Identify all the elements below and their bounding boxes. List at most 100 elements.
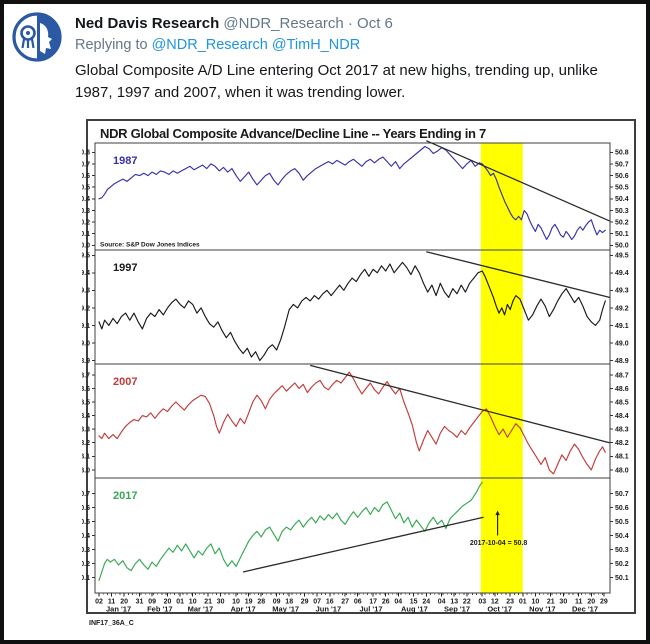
x-day-label: 11 bbox=[575, 599, 583, 606]
y-tick-label-left: 49.4 bbox=[82, 270, 90, 277]
tweet-header: Ned Davis Research @NDR_Research · Oct 6 bbox=[75, 15, 393, 32]
x-day-label: 22 bbox=[463, 599, 471, 606]
x-day-label: 19 bbox=[245, 599, 253, 606]
avatar-bear-shape bbox=[40, 23, 52, 54]
replying-to-line: Replying to @NDR_Research @TimH_NDR bbox=[75, 37, 360, 53]
y-tick-label-left: 50.0 bbox=[82, 243, 90, 250]
trendline-2017 bbox=[242, 516, 484, 573]
y-tick-label-right: 50.7 bbox=[615, 161, 629, 168]
highlight-band bbox=[480, 143, 523, 593]
reply-handle-1[interactable]: @NDR_Research bbox=[151, 37, 268, 53]
author-name[interactable]: Ned Davis Research bbox=[75, 15, 220, 32]
x-month-label: Dec '17 bbox=[572, 605, 598, 614]
y-tick-label-left: 50.5 bbox=[82, 519, 90, 526]
x-month-label: Oct '17 bbox=[487, 605, 512, 614]
x-month-label: Jun '17 bbox=[316, 605, 342, 614]
y-tick-label-left: 50.2 bbox=[82, 561, 90, 568]
series-line-2007 bbox=[98, 371, 606, 475]
ndr-avatar-icon[interactable] bbox=[12, 12, 62, 62]
y-tick-label-left: 48.6 bbox=[82, 386, 90, 393]
y-tick-label-left: 50.4 bbox=[82, 196, 90, 203]
x-month-label: Feb '17 bbox=[147, 605, 173, 614]
x-day-label: 09 bbox=[148, 599, 156, 606]
x-day-label: 29 bbox=[301, 599, 309, 606]
source-note: Source: S&P Dow Jones Indices bbox=[100, 242, 200, 249]
x-day-label: 23 bbox=[506, 599, 514, 606]
y-tick-label-right: 50.6 bbox=[615, 505, 629, 512]
x-day-label: 17 bbox=[369, 599, 377, 606]
panel-frame-1987 bbox=[94, 142, 611, 251]
y-tick-label-right: 50.0 bbox=[615, 243, 629, 250]
adline-chart-image[interactable]: NDR Global Composite Advance/Decline Lin… bbox=[82, 116, 638, 636]
y-tick-label-right: 50.8 bbox=[615, 150, 629, 157]
y-tick-label-left: 49.2 bbox=[82, 305, 90, 312]
chart-outer-frame bbox=[86, 119, 636, 614]
y-tick-label-left: 48.5 bbox=[82, 399, 90, 406]
y-tick-label-left: 48.9 bbox=[82, 358, 90, 365]
panel-year-label: 2017 bbox=[113, 490, 137, 502]
y-tick-label-left: 50.8 bbox=[82, 150, 90, 157]
y-tick-label-right: 48.6 bbox=[615, 386, 629, 393]
x-day-label: 20 bbox=[587, 599, 595, 606]
x-day-label: 30 bbox=[217, 599, 225, 606]
x-day-label: 10 bbox=[531, 599, 539, 606]
y-tick-label-right: 50.2 bbox=[615, 219, 629, 226]
y-tick-label-left: 48.4 bbox=[82, 413, 90, 420]
y-tick-label-left: 50.4 bbox=[82, 533, 90, 540]
x-day-label: 27 bbox=[341, 599, 349, 606]
y-tick-label-right: 50.6 bbox=[615, 173, 629, 180]
panel-2007: 48.0 48.0 48.1 48.1 48.2 48.2 48.3 48.3 48.4 48.4… bbox=[82, 363, 629, 479]
y-tick-label-left: 48.1 bbox=[82, 454, 90, 461]
x-month-label: Nov '17 bbox=[529, 605, 555, 614]
y-tick-label-left: 50.3 bbox=[82, 208, 90, 215]
y-tick-label-left: 48.2 bbox=[82, 440, 90, 447]
x-month-label: Apr '17 bbox=[230, 605, 255, 614]
y-tick-label-right: 48.9 bbox=[615, 358, 629, 365]
chart-footer-code: INF17_36A_C bbox=[89, 620, 134, 627]
panel-2017: 50.1 50.1 50.2 50.2 50.3 50.3 50.4 50.4 50.5 50.5… bbox=[82, 477, 629, 594]
author-handle[interactable]: @NDR_Research bbox=[223, 15, 344, 32]
panel-year-label: 2007 bbox=[113, 376, 137, 388]
x-day-label: 10 bbox=[189, 599, 197, 606]
y-tick-label-left: 50.7 bbox=[82, 491, 90, 498]
y-tick-label-right: 49.3 bbox=[615, 288, 629, 295]
x-day-label: 11 bbox=[108, 599, 116, 606]
panel-year-label: 1997 bbox=[113, 262, 137, 274]
y-tick-label-left: 50.3 bbox=[82, 547, 90, 554]
y-tick-label-right: 49.5 bbox=[615, 253, 629, 260]
tweet-date[interactable]: Oct 6 bbox=[357, 15, 393, 32]
x-month-label: Jan '17 bbox=[106, 605, 131, 614]
x-day-label: 03 bbox=[478, 599, 486, 606]
y-tick-label-right: 50.4 bbox=[615, 196, 629, 203]
trendline-1997 bbox=[426, 251, 610, 298]
y-tick-label-right: 50.1 bbox=[615, 231, 629, 238]
series-line-1997 bbox=[98, 261, 606, 362]
x-day-label: 12 bbox=[491, 599, 499, 606]
y-tick-label-left: 50.5 bbox=[82, 185, 90, 192]
x-day-label: 01 bbox=[519, 599, 527, 606]
y-tick-label-right: 50.3 bbox=[615, 208, 629, 215]
y-tick-label-right: 48.5 bbox=[615, 399, 629, 406]
x-day-label: 20 bbox=[120, 599, 128, 606]
panel-1997: 48.9 48.9 49.0 49.0 49.1 49.1 49.2 49.2 49.3 49.3… bbox=[82, 249, 629, 365]
x-day-label: 15 bbox=[410, 599, 418, 606]
x-month-label: Sep '17 bbox=[444, 605, 470, 614]
x-day-label: 28 bbox=[257, 599, 265, 606]
panel-year-label: 1987 bbox=[113, 155, 137, 167]
reply-handle-2[interactable]: @TimH_NDR bbox=[271, 37, 361, 53]
avatar-ram-eye bbox=[26, 31, 30, 35]
x-month-label: May '17 bbox=[272, 605, 299, 614]
x-day-label: 21 bbox=[204, 599, 212, 606]
replying-to-label: Replying to bbox=[75, 37, 148, 53]
y-tick-label-right: 50.4 bbox=[615, 533, 629, 540]
x-day-label: 09 bbox=[273, 599, 281, 606]
y-tick-label-right: 50.2 bbox=[615, 561, 629, 568]
panel-frame-2017 bbox=[94, 477, 611, 594]
avatar-ram-horn bbox=[20, 25, 36, 41]
x-axis: 02 11 20 31 09 20 01 10 21 30 10 19 28 09 18 29 07 16 27 06… bbox=[95, 593, 608, 614]
y-tick-label-right: 49.1 bbox=[615, 323, 629, 330]
x-day-label: 31 bbox=[136, 599, 144, 606]
y-tick-label-left: 50.2 bbox=[82, 219, 90, 226]
y-tick-label-right: 49.2 bbox=[615, 305, 629, 312]
y-tick-label-left: 50.1 bbox=[82, 575, 90, 582]
